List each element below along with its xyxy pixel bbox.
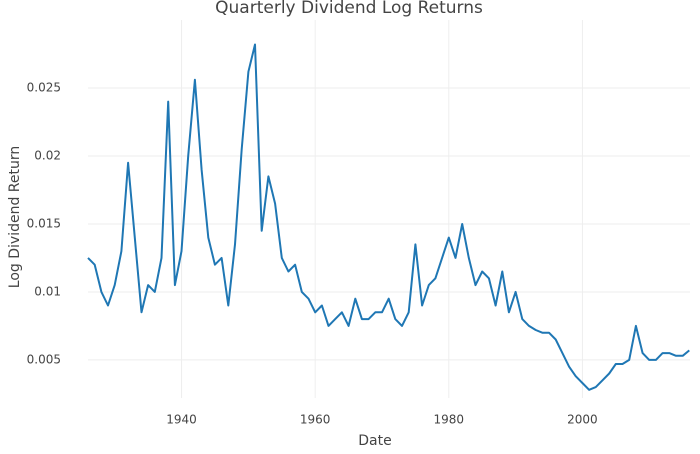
- x-tick-label: 1940: [166, 413, 197, 427]
- x-axis-title: Date: [358, 433, 391, 449]
- y-tick-label: 0.025: [27, 80, 61, 94]
- y-tick-label: 0.015: [27, 216, 61, 230]
- y-tick-label: 0.005: [27, 352, 61, 366]
- data-line: [87, 43, 690, 391]
- y-tick-label: 0.02: [34, 148, 61, 162]
- x-tick-label: 2000: [567, 413, 598, 427]
- x-tick-label: 1960: [300, 413, 331, 427]
- y-axis-title: Log Dividend Return: [7, 146, 23, 288]
- chart-title: Quarterly Dividend Log Returns: [215, 0, 483, 18]
- x-tick-label: 1980: [434, 413, 465, 427]
- y-tick-label: 0.01: [34, 284, 61, 298]
